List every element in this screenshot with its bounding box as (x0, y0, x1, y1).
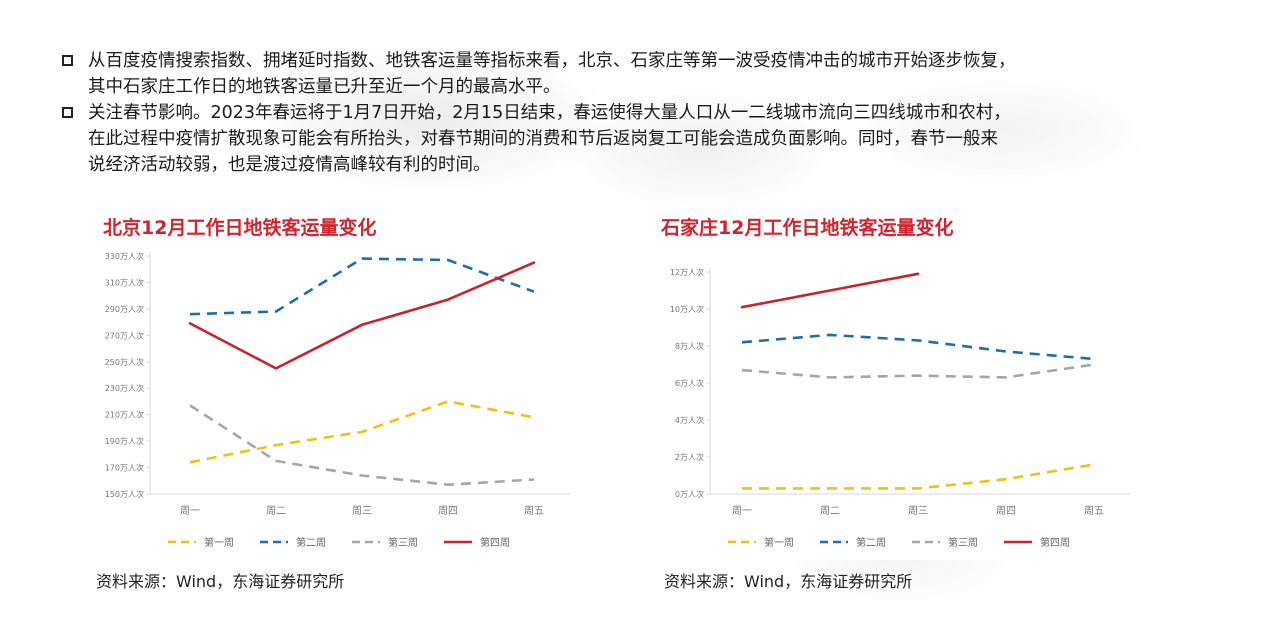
data-point (741, 341, 743, 343)
series-line-4 (740, 272, 920, 309)
data-point (1005, 350, 1007, 352)
legend-label: 第二周 (296, 536, 326, 549)
data-point (361, 257, 363, 259)
data-point (275, 310, 277, 312)
series-line-3 (741, 363, 1095, 379)
legend-label: 第二周 (856, 536, 886, 549)
bullet-line: 说经济活动较弱，也是渡过疫情高峰较有利的时间。 (88, 155, 491, 175)
data-point (361, 431, 363, 433)
bullet-line: 关注春节影响。2023年春运将于1月7日开始，2月15日结束，春运使得大量人口从… (88, 103, 1011, 123)
y-tick-label: 270万人次 (105, 330, 144, 340)
chart-svg-beijing: 150万人次 170万人次 190万人次 210万人次 230万人次 250万人次 270万… (105, 251, 570, 549)
x-tick-label: 周二 (266, 505, 286, 517)
chart-shijiazhuang: 0万人次 2万人次 4万人次 6万人次 8万人次 10万人次 12万人次周一 周二 周三 周四 周五… (620, 240, 1156, 560)
legend-label: 第一周 (204, 536, 234, 549)
source-note-shijiazhuang: 资料来源：Wind，东海证券研究所 (664, 572, 913, 591)
data-point (189, 322, 191, 324)
x-tick-label: 周四 (438, 505, 458, 517)
data-point (533, 261, 535, 263)
data-point (533, 478, 535, 480)
series-line-3 (189, 404, 535, 486)
y-tick-label: 290万人次 (105, 304, 144, 314)
series-line-1 (742, 463, 1095, 490)
legend-label: 第四周 (480, 536, 510, 549)
y-tick-label: 170万人次 (105, 463, 144, 473)
data-point (189, 461, 191, 463)
data-point (275, 460, 277, 462)
data-point (275, 444, 277, 446)
data-point (447, 400, 449, 402)
data-point (189, 313, 191, 315)
data-point (829, 376, 831, 378)
y-tick-label: 310万人次 (105, 277, 144, 287)
bullet-line: 在此过程中疫情扩散现象可能会有所抬头，对春节期间的消费和节后返岗复工可能会造成负… (88, 129, 998, 149)
x-tick-label: 周二 (820, 505, 840, 517)
data-point (1093, 463, 1095, 465)
y-tick-label: 6万人次 (675, 378, 704, 388)
data-point (917, 273, 919, 275)
data-point (361, 474, 363, 476)
data-point (1005, 376, 1007, 378)
series-line-4 (188, 261, 536, 370)
data-point (1093, 358, 1095, 360)
y-tick-label: 12万人次 (670, 267, 704, 277)
legend-label: 第四周 (1040, 536, 1070, 549)
data-point (917, 339, 919, 341)
data-point (917, 487, 919, 489)
y-tick-label: 330万人次 (105, 251, 144, 261)
bullet-item-spring-festival: 关注春节影响。2023年春运将于1月7日开始，2月15日结束，春运使得大量人口从… (62, 100, 1232, 178)
series-line-2 (741, 333, 1095, 361)
x-tick-label: 周三 (908, 505, 928, 517)
data-point (189, 404, 191, 406)
series-line-1 (189, 400, 535, 464)
data-point (741, 369, 743, 371)
data-point (741, 487, 743, 489)
bullet-list: 从百度疫情搜索指数、拥堵延时指数、地铁客运量等指标来看，北京、石家庄等第一波受疫… (62, 48, 1232, 178)
bullet-line: 其中石家庄工作日的地铁客运量已升至近一个月的最高水平。 (88, 77, 561, 97)
data-point (829, 487, 831, 489)
x-tick-label: 周一 (732, 505, 752, 517)
y-tick-label: 250万人次 (105, 357, 144, 367)
square-bullet-icon (62, 55, 73, 66)
square-bullet-icon (62, 107, 73, 118)
legend-label: 第一周 (764, 536, 794, 549)
y-tick-label: 150万人次 (105, 489, 144, 499)
bullet-line: 从百度疫情搜索指数、拥堵延时指数、地铁客运量等指标来看，北京、石家庄等第一波受疫… (88, 51, 1016, 71)
y-tick-label: 230万人次 (105, 383, 144, 393)
y-tick-label: 0万人次 (675, 489, 704, 499)
data-point (361, 324, 363, 326)
bullet-item-recovery: 从百度疫情搜索指数、拥堵延时指数、地铁客运量等指标来看，北京、石家庄等第一波受疫… (62, 48, 1232, 100)
x-tick-label: 周一 (180, 505, 200, 517)
data-point (533, 291, 535, 293)
y-tick-label: 190万人次 (105, 436, 144, 446)
x-tick-label: 周四 (996, 505, 1016, 517)
x-tick-label: 周三 (352, 505, 372, 517)
source-note-beijing: 资料来源：Wind，东海证券研究所 (96, 572, 345, 591)
data-point (917, 374, 919, 376)
data-point (447, 484, 449, 486)
y-tick-label: 210万人次 (105, 410, 144, 420)
data-point (1005, 478, 1007, 480)
data-point (447, 298, 449, 300)
y-tick-label: 8万人次 (675, 341, 704, 351)
x-tick-label: 周五 (524, 505, 544, 517)
data-point (447, 259, 449, 261)
data-point (533, 416, 535, 418)
legend-label: 第三周 (948, 536, 978, 549)
series-line-2 (189, 257, 535, 316)
legend-label: 第三周 (388, 536, 418, 549)
data-point (829, 289, 831, 291)
data-point (275, 367, 277, 369)
chart-title-beijing: 北京12月工作日地铁客运量变化 (103, 217, 377, 239)
y-tick-label: 10万人次 (670, 304, 704, 314)
y-tick-label: 4万人次 (675, 415, 704, 425)
chart-beijing: 150万人次 170万人次 190万人次 210万人次 230万人次 250万人次 270万… (60, 240, 596, 560)
x-tick-label: 周五 (1084, 505, 1104, 517)
data-point (1093, 363, 1095, 365)
data-point (741, 306, 743, 308)
data-point (829, 334, 831, 336)
chart-title-shijiazhuang: 石家庄12月工作日地铁客运量变化 (661, 217, 954, 239)
y-tick-label: 2万人次 (675, 452, 704, 462)
